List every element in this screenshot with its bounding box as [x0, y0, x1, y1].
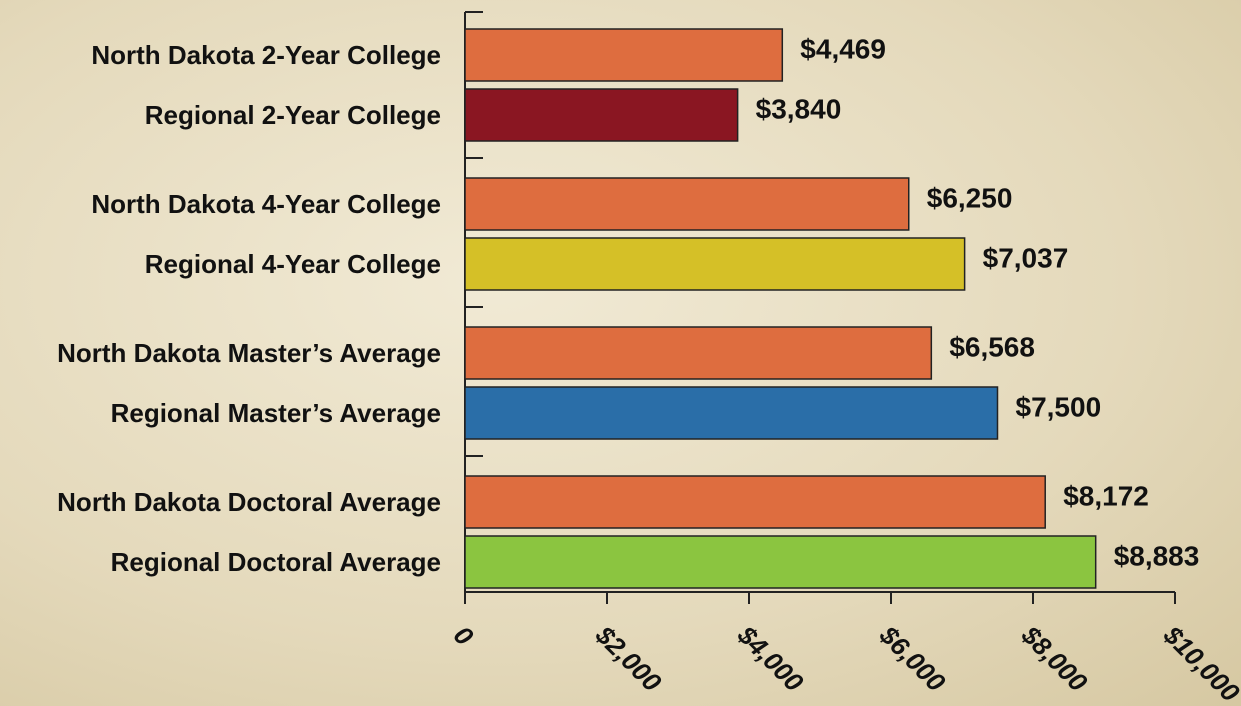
category-label: North Dakota 2-Year College	[91, 40, 441, 70]
value-label: $6,568	[949, 331, 1035, 362]
value-label: $3,840	[756, 93, 842, 124]
category-label: Regional 4-Year College	[145, 249, 441, 279]
category-label: North Dakota Master’s Average	[57, 338, 441, 368]
x-tick-label: $8,000	[1015, 619, 1094, 698]
category-label: North Dakota Doctoral Average	[57, 487, 441, 517]
category-label: Regional Master’s Average	[111, 398, 441, 428]
bar	[464, 326, 933, 380]
x-tick-label: $2,000	[589, 619, 668, 698]
value-label: $8,883	[1114, 540, 1200, 571]
x-tick-label: 0	[448, 620, 480, 652]
bar	[464, 535, 1097, 589]
bar	[464, 177, 910, 231]
bar	[464, 237, 966, 291]
bar	[464, 386, 999, 440]
category-label: North Dakota 4-Year College	[91, 189, 441, 219]
x-tick-label: $4,000	[731, 619, 810, 698]
x-tick-label: $10,000	[1157, 619, 1241, 706]
bar	[464, 28, 784, 82]
value-label: $7,037	[983, 242, 1069, 273]
category-label: Regional Doctoral Average	[111, 547, 441, 577]
category-label: Regional 2-Year College	[145, 100, 441, 130]
bar	[464, 88, 739, 142]
value-label: $6,250	[927, 182, 1013, 213]
value-label: $4,469	[800, 33, 886, 64]
value-label: $8,172	[1063, 480, 1149, 511]
value-label: $7,500	[1016, 391, 1102, 422]
bar	[464, 475, 1046, 529]
x-tick-label: $6,000	[873, 619, 952, 698]
